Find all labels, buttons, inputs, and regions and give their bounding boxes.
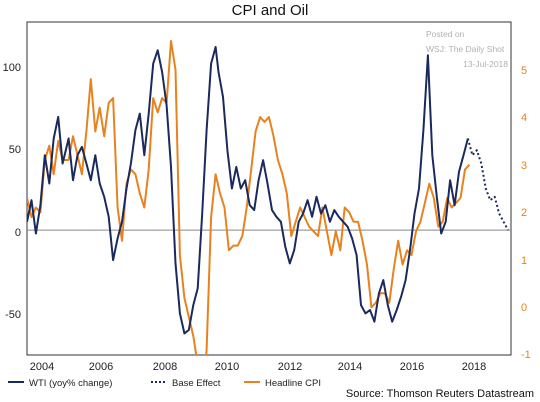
- x-tick-2014: 2014: [338, 361, 362, 373]
- x-tick-2008: 2008: [153, 361, 177, 373]
- left-tick-minus-50: -50: [5, 309, 21, 321]
- plot-frame: [26, 21, 512, 356]
- left-tick-50: 50: [9, 144, 21, 156]
- right-tick-1: 1: [521, 255, 527, 267]
- right-tick-0: 0: [521, 302, 527, 314]
- right-tick-minus-1: -1: [521, 349, 531, 361]
- legend-wti-label: WTI (yoy% change): [29, 378, 112, 389]
- chart-title: CPI and Oil: [232, 2, 309, 19]
- left-tick-100: 100: [3, 62, 21, 74]
- headline-cpi-line: [27, 40, 471, 355]
- left-tick-0: 0: [15, 227, 21, 239]
- x-tick-2006: 2006: [89, 361, 113, 373]
- legend-cpi-label: Headline CPI: [265, 378, 321, 389]
- x-tick-2018: 2018: [462, 361, 486, 373]
- right-tick-4: 4: [521, 112, 527, 124]
- x-tick-2010: 2010: [215, 361, 239, 373]
- wti-line: [27, 46, 469, 335]
- right-axis: 5 4 3 2 1 0 -1: [521, 65, 531, 361]
- watermark-line-2: WSJ: The Daily Shot: [426, 44, 505, 54]
- watermark-line-3: 13-Jul-2018: [463, 59, 508, 69]
- watermark-line-1: Posted on: [426, 29, 465, 39]
- watermark: Posted on WSJ: The Daily Shot 13-Jul-201…: [426, 29, 508, 69]
- x-tick-2004: 2004: [30, 361, 54, 373]
- right-tick-2: 2: [521, 207, 527, 219]
- source-note: Source: Thomson Reuters Datastream: [346, 388, 534, 400]
- right-tick-5: 5: [521, 65, 527, 77]
- right-tick-3: 3: [521, 160, 527, 172]
- legend-base-effect-label: Base Effect: [172, 378, 221, 389]
- left-axis: 100 50 0 -50: [3, 62, 21, 321]
- base-effect-line: [466, 138, 509, 231]
- x-tick-2016: 2016: [400, 361, 424, 373]
- x-tick-2012: 2012: [278, 361, 302, 373]
- x-axis: 2004 2006 2008 2010 2012 2014 2016 2018: [30, 361, 486, 373]
- legend: WTI (yoy% change) Base Effect Headline C…: [8, 378, 321, 389]
